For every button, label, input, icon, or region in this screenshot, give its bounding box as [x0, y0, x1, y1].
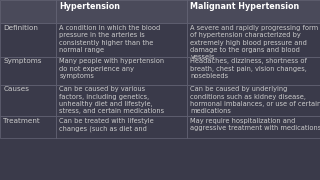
Bar — [56, 23, 187, 57]
Bar — [187, 85, 320, 116]
Bar — [0, 116, 56, 138]
Text: Definition: Definition — [3, 25, 38, 31]
Text: Causes: Causes — [3, 86, 29, 92]
Text: Can be caused by underlying
conditions such as kidney disease,
hormonal imbalanc: Can be caused by underlying conditions s… — [190, 86, 320, 114]
Text: Malignant Hypertension: Malignant Hypertension — [190, 2, 300, 11]
Text: Hypertension: Hypertension — [59, 2, 120, 11]
Text: Many people with hypertension
do not experience any
symptoms: Many people with hypertension do not exp… — [59, 58, 164, 79]
Bar — [0, 57, 56, 85]
Text: Headaches, dizziness, shortness of
breath, chest pain, vision changes,
nosebleed: Headaches, dizziness, shortness of breat… — [190, 58, 307, 79]
Text: A condition in which the blood
pressure in the arteries is
consistently higher t: A condition in which the blood pressure … — [59, 25, 160, 53]
Text: Symptoms: Symptoms — [3, 58, 42, 64]
Bar — [187, 57, 320, 85]
Bar — [56, 116, 187, 138]
Text: May require hospitalization and
aggressive treatment with medications: May require hospitalization and aggressi… — [190, 118, 320, 131]
Bar — [56, 85, 187, 116]
Bar — [187, 0, 320, 23]
Text: Treatment: Treatment — [3, 118, 40, 124]
Bar — [56, 0, 187, 23]
Text: A severe and rapidly progressing form
of hypertension characterized by
extremely: A severe and rapidly progressing form of… — [190, 25, 318, 60]
Bar — [56, 57, 187, 85]
Text: Can be treated with lifestyle
changes (such as diet and: Can be treated with lifestyle changes (s… — [59, 118, 154, 132]
Bar — [0, 23, 56, 57]
Bar — [187, 116, 320, 138]
Bar — [0, 85, 56, 116]
Bar — [187, 23, 320, 57]
Text: Can be caused by various
factors, including genetics,
unhealthy diet and lifesty: Can be caused by various factors, includ… — [59, 86, 164, 114]
Bar — [0, 0, 56, 23]
